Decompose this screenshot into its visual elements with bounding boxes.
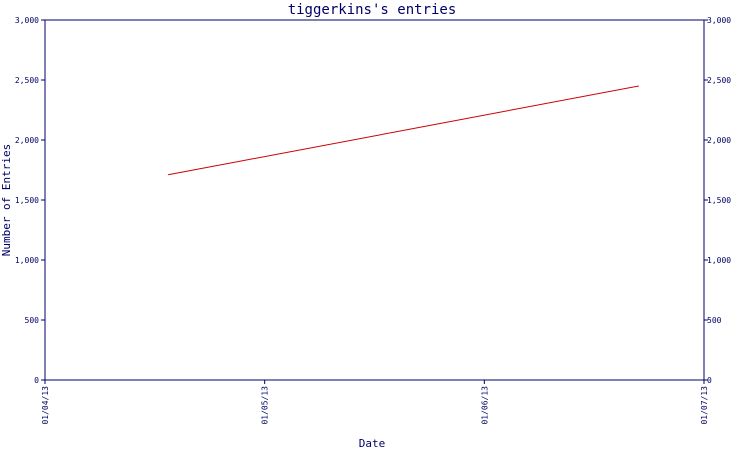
y-tick-label-left: 1,000 — [15, 256, 39, 265]
y-tick-label-right: 3,000 — [707, 16, 731, 25]
y-tick-label-left: 500 — [25, 316, 40, 325]
x-axis-label: Date — [359, 437, 386, 450]
y-tick-label-left: 2,000 — [15, 136, 39, 145]
y-tick-label-right: 1,500 — [707, 196, 731, 205]
y-axis-label: Number of Entries — [0, 144, 13, 257]
x-tick-label: 01/06/13 — [480, 386, 489, 425]
x-tick-label: 01/05/13 — [261, 386, 270, 425]
y-tick-label-left: 3,000 — [15, 16, 39, 25]
series-layer — [168, 85, 639, 176]
y-tick-label-right: 2,500 — [707, 76, 731, 85]
x-tick-label: 01/07/13 — [700, 386, 709, 425]
y-tick-label-left: 2,500 — [15, 76, 39, 85]
y-tick-label-right: 1,000 — [707, 256, 731, 265]
y-tick-label-right: 500 — [707, 316, 722, 325]
axis-ticks: 0 0 500 500 1,000 1,000 1,500 1,500 2,000 2,000 2,… — [15, 16, 731, 425]
y-tick-label-right: 0 — [707, 376, 712, 385]
plot-area-frame — [44, 19, 705, 381]
x-tick-label: 01/04/13 — [41, 386, 50, 425]
y-tick-label-right: 2,000 — [707, 136, 731, 145]
y-tick-label-left: 1,500 — [15, 196, 39, 205]
chart-title: tiggerkins's entries — [288, 2, 457, 18]
y-tick-label-left: 0 — [34, 376, 39, 385]
series-line — [168, 85, 639, 176]
